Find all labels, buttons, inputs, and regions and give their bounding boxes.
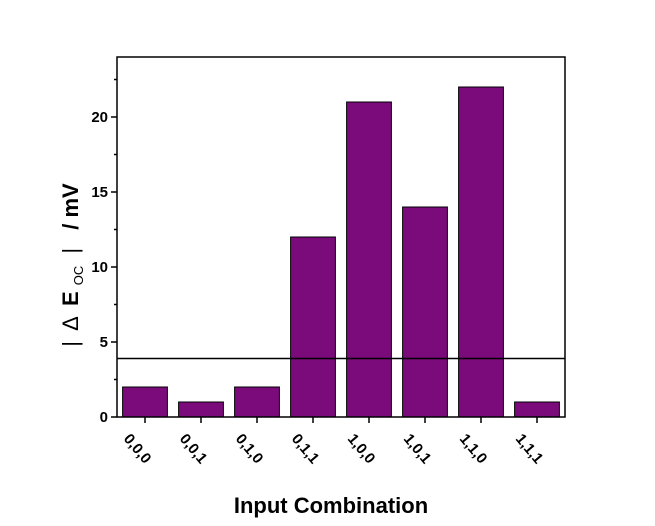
y-title-close-bar: | (58, 248, 83, 254)
y-title-open-bar: | (58, 341, 83, 347)
bars-group (122, 86, 560, 418)
y-title-delta: Δ (58, 316, 83, 331)
y-tick-label: 20 (91, 109, 108, 126)
y-tick-label: 5 (100, 334, 108, 351)
x-tick-label: 1,1,1 (512, 431, 546, 467)
bar-0-0-1 (178, 401, 224, 418)
x-tick-label: 0,0,0 (120, 431, 154, 467)
y-tick-label: 15 (91, 184, 108, 201)
y-title-e: E (58, 291, 83, 306)
bar-1-1-0 (458, 86, 504, 418)
y-tick-label: 0 (100, 409, 108, 426)
x-tick-label: 1,0,0 (344, 431, 378, 467)
bar-0-0-0 (122, 386, 168, 418)
y-tick-label: 10 (91, 259, 108, 276)
bar-0-1-0 (234, 386, 280, 418)
bar-1-0-0 (346, 101, 392, 418)
y-title-subscript: OC (71, 266, 86, 286)
x-axis-title: Input Combination (234, 493, 428, 518)
x-tick-label: 1,0,1 (400, 431, 434, 467)
x-tick-label: 0,1,1 (288, 431, 322, 467)
bar-1-0-1 (402, 206, 448, 418)
bar-0-1-1 (290, 236, 336, 418)
plot-frame (116, 56, 566, 418)
x-tick-label: 0,0,1 (176, 431, 210, 467)
y-axis-title: | Δ E OC | / mV (58, 183, 86, 347)
x-tick-label: 1,1,0 (456, 431, 490, 467)
bar-1-1-1 (514, 401, 560, 418)
x-axis: 0,0,0 0,0,1 0,1,0 0,1,1 1,0,0 1,0,1 1,1,0 1,1,1 (120, 417, 546, 467)
y-axis: 0 5 10 15 20 (91, 78, 117, 426)
y-title-unit: / mV (58, 183, 83, 230)
x-tick-label: 0,1,0 (232, 431, 266, 467)
